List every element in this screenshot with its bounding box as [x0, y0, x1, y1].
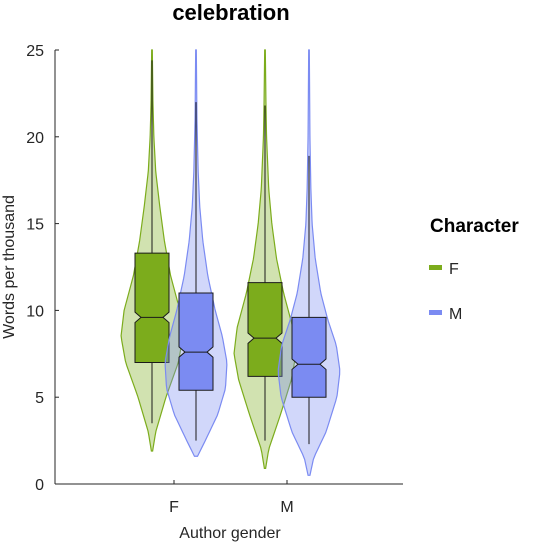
y-tick-label: 5 — [35, 390, 44, 407]
legend: Character F M — [429, 216, 519, 323]
y-tick-label: 10 — [26, 303, 44, 320]
x-tick-label: M — [280, 499, 293, 516]
plot-area — [120, 49, 341, 476]
box-series-m-group-m — [291, 316, 327, 398]
legend-label-f: F — [449, 261, 459, 278]
y-ticks: 0 5 10 15 20 25 — [26, 43, 59, 494]
box-series-m-group-f — [178, 292, 214, 391]
x-tick-label: F — [169, 499, 179, 516]
y-axis-label: Words per thousand — [1, 195, 18, 339]
box-series-f-group-f — [134, 252, 170, 363]
y-tick-label: 0 — [35, 477, 44, 494]
x-axis-label: Author gender — [179, 525, 281, 542]
y-tick-label: 25 — [26, 43, 44, 60]
legend-swatch-f — [429, 265, 442, 270]
y-tick-label: 20 — [26, 130, 44, 147]
legend-label-m: M — [449, 306, 462, 323]
y-tick-label: 15 — [26, 217, 44, 234]
chart-title: celebration — [172, 0, 289, 25]
box-series-f-group-m — [247, 282, 283, 377]
legend-title: Character — [430, 216, 519, 237]
legend-swatch-m — [429, 310, 442, 315]
axes — [54, 50, 403, 485]
